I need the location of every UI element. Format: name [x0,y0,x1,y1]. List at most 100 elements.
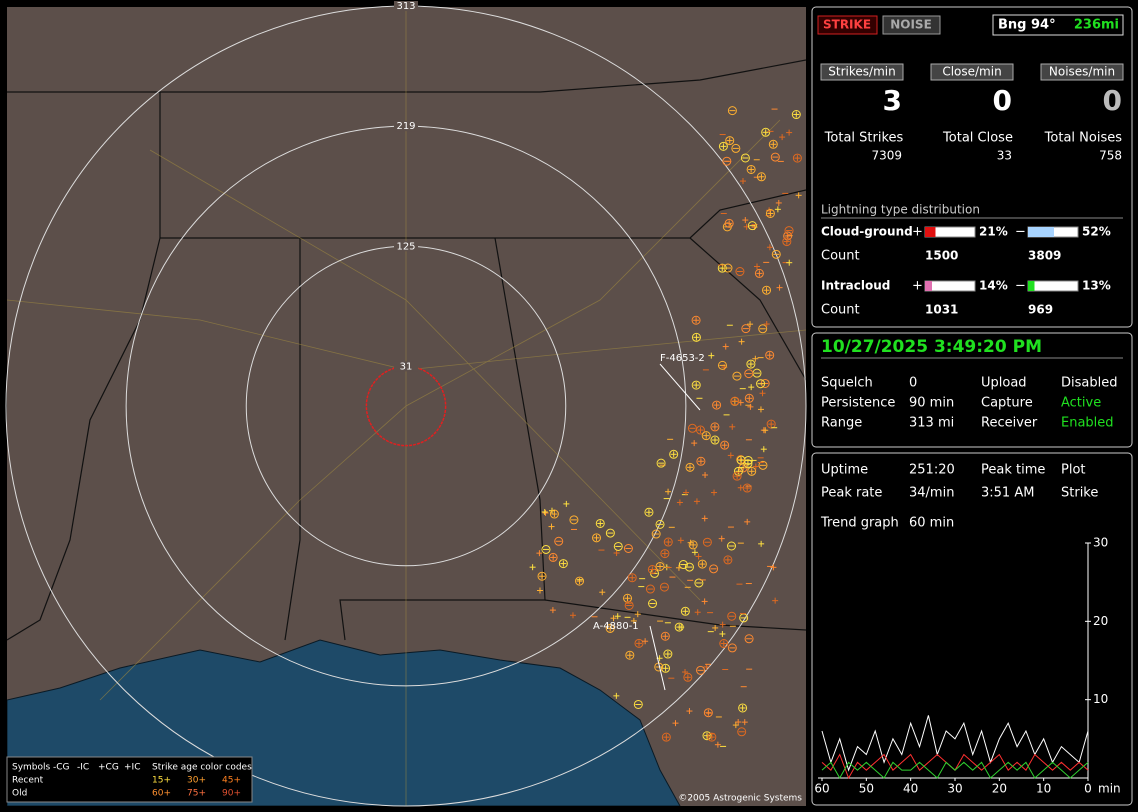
strike-marker [718,535,725,542]
legend-age: 60+ [152,789,171,799]
panel [811,6,1133,328]
strike-ring [691,315,701,325]
strike-marker [529,564,536,571]
strike-ring [651,529,661,539]
rate-label: Close/min [942,65,1001,79]
strike-ring [710,435,720,445]
strike-marker [695,553,702,560]
strike-marker [663,649,673,659]
strike-ring [766,419,776,429]
strike-marker [719,639,729,649]
strike-ring [697,559,707,569]
strike-marker [672,720,679,727]
x-tick-label: 30 [947,782,962,796]
x-tick-label: 10 [1036,782,1051,796]
legend-age: 15+ [152,776,171,786]
strike-marker [784,226,794,236]
strike-marker [536,587,543,594]
strike-marker [683,489,690,496]
sign: − [1015,225,1026,240]
strike-ring [727,541,737,551]
rate-button[interactable] [1040,63,1124,81]
strike-marker [724,218,734,228]
y-tick-label: 10 [1093,692,1108,706]
setting-cell: Enabled [1061,416,1114,431]
count-label: Count [821,249,860,264]
strike-marker [701,598,708,605]
strike-ring [736,455,746,465]
noise-button[interactable] [882,15,941,35]
legend-age: 45+ [222,776,241,786]
noise-button-label: NOISE [890,18,932,32]
percent-track [924,280,976,292]
strike-ring [719,639,729,649]
percent-bar [925,227,936,237]
strike-marker [569,515,579,525]
sign: + [912,225,923,240]
strike-marker [634,611,641,618]
strike-marker [741,719,748,726]
setting-cell: Receiver [981,416,1038,431]
strike-ring [623,593,633,603]
storm-label: A-4880-1 [593,621,639,632]
ring-label-bg [394,121,418,132]
strike-ring [733,466,743,476]
bearing: Bng 94° [998,18,1056,33]
strike-marker [694,578,704,588]
setting-cell: Capture [981,396,1033,411]
strike-marker [708,352,715,359]
strike-ring [732,471,742,481]
strike-ring [736,455,746,465]
storm-pointer [659,363,701,411]
strike-marker [702,471,709,478]
strike-button[interactable] [817,15,878,35]
strike-marker [779,134,786,141]
trend-graph: 10 20 30 60 50 40 30 20 10 0 min [814,536,1120,796]
rate-button[interactable] [820,63,904,81]
strike-markers [529,106,802,748]
total-value: 7309 [871,149,902,163]
strike-ring [575,576,585,586]
stat-cell: Uptime [821,463,868,478]
ring-label: 219 [396,121,415,132]
strike-ring [648,599,658,609]
percent-label: 13% [1082,279,1111,293]
count-label: Count [821,303,860,318]
strike-ring [647,564,657,574]
legend-type: -IC [77,763,89,773]
strike-ring [687,423,697,433]
strike-marker [736,455,746,465]
strike-marker [723,555,733,565]
legend-type: +CG [98,763,119,773]
panel [811,332,1133,448]
strike-ring [792,153,802,163]
rate-button[interactable] [930,63,1014,81]
strike-marker [791,110,801,120]
strike-ring [655,561,665,571]
strike-marker [733,466,743,476]
strike-marker [770,564,777,571]
strike-marker [744,393,754,403]
setting-cell: Squelch [821,376,873,391]
strike-marker [605,528,615,538]
strike-marker [766,207,773,214]
strike-ring [678,560,688,570]
strike-ring [784,226,794,236]
strike-marker [627,573,637,583]
strike-marker [541,508,548,515]
strike-marker [605,623,615,633]
strike-marker [742,483,752,493]
strike-ring [663,649,673,659]
strike-marker [563,500,570,507]
strike-marker [776,284,783,291]
strike-marker [548,552,558,562]
strike-ring [756,172,766,182]
strike-ring [727,106,737,116]
strike-ring [720,440,730,450]
strike-marker [684,562,694,572]
storm-pointer [649,625,666,691]
strike-ring [754,268,764,278]
strike-marker [786,259,793,266]
strike-ring [741,324,751,334]
strike-marker [765,208,775,218]
